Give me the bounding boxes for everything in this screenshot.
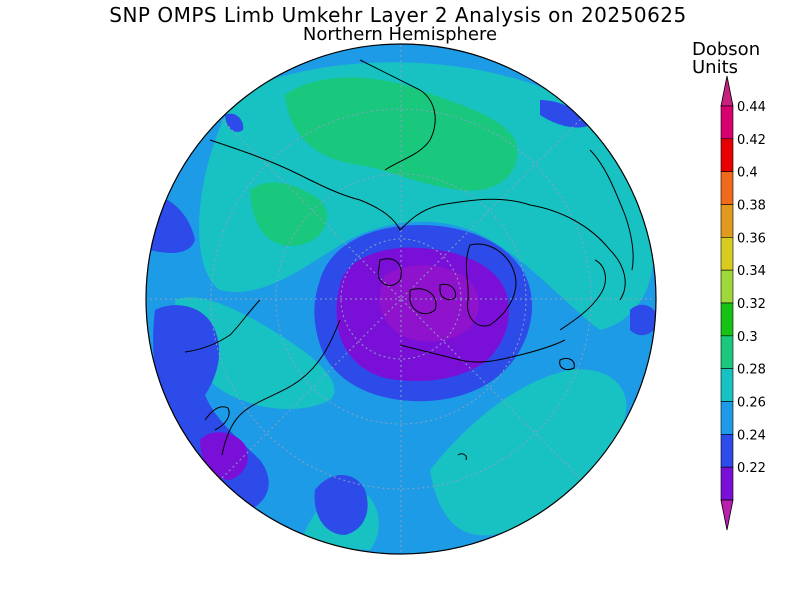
colorbar-tick-label: 0.22 (737, 461, 766, 476)
globe-outline (145, 43, 657, 555)
colorbar-top-arrow (720, 75, 734, 107)
colorbar-swatch (720, 204, 734, 238)
colorbar-swatch (720, 269, 734, 304)
colorbar-bottom-arrow (720, 499, 734, 531)
ozone-field (146, 44, 656, 554)
colorbar-tick-label: 0.32 (737, 297, 766, 312)
colorbar-swatch (720, 237, 734, 271)
map-subtitle: Northern Hemisphere (302, 24, 498, 45)
colorbar-swatch (720, 138, 734, 172)
field-region-0.28-west (175, 297, 335, 410)
colorbar-swatch (720, 171, 734, 205)
colorbar-swatch (720, 302, 734, 337)
colorbar-swatch (720, 368, 734, 402)
field-region-0.28-south (430, 369, 627, 536)
colorbar-swatch (720, 401, 734, 435)
colorbar-tick-label: 0.36 (737, 231, 766, 246)
colorbar: 0.44 0.42 0.4 0.38 0.36 0.34 0.32 0.3 0.28 0.26 0.… (720, 75, 766, 531)
colorbar-tick-label: 0.44 (737, 100, 766, 115)
colorbar-tick-label: 0.3 (737, 330, 758, 345)
field-region-0.24-ne (540, 100, 590, 128)
colorbar-tick-label: 0.28 (737, 363, 766, 378)
field-region-0.22-southwest (200, 432, 248, 480)
field-region-polar-core (379, 265, 479, 342)
colorbar-swatch (720, 105, 734, 140)
map-title: SNP OMPS Limb Umkehr Layer 2 Analysis on… (109, 3, 687, 27)
field-region-0.30-west (250, 182, 328, 246)
colorbar-tick-label: 0.34 (737, 264, 766, 279)
colorbar-swatch (720, 434, 734, 468)
colorbar-tick-label: 0.4 (737, 166, 758, 181)
colorbar-units-line1: Dobson (692, 39, 761, 60)
field-region-0.24-east (630, 304, 656, 336)
colorbar-units-line2: Units (692, 57, 739, 78)
colorbar-tick-label: 0.26 (737, 396, 766, 411)
colorbar-tick-label: 0.42 (737, 133, 766, 148)
coastlines (184, 59, 634, 461)
colorbar-swatch (720, 466, 734, 501)
field-region-0.24-south (314, 475, 368, 535)
graticule (146, 44, 656, 554)
colorbar-swatch (720, 335, 734, 369)
colorbar-tick-label: 0.38 (737, 199, 766, 214)
field-region-0.30-north (285, 77, 518, 191)
colorbar-tick-label: 0.24 (737, 428, 766, 443)
